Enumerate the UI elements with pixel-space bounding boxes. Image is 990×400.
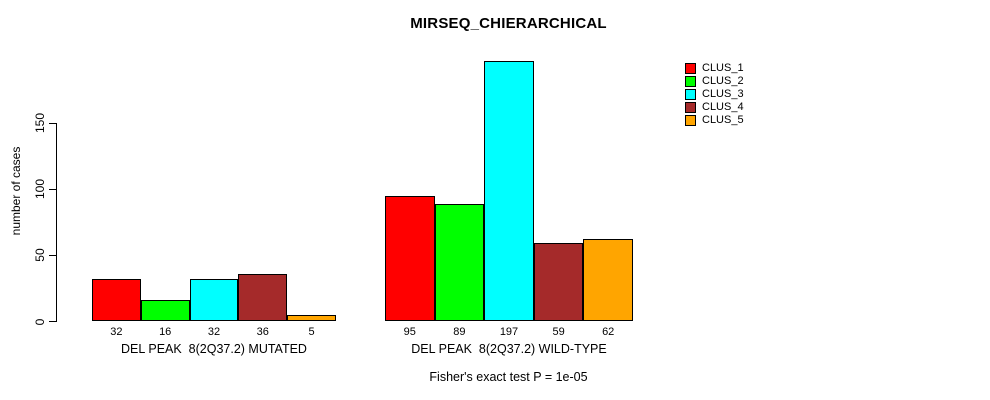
y-tick-mark — [49, 321, 56, 322]
y-tick-label: 150 — [33, 112, 47, 134]
bar-value-label: 89 — [453, 326, 466, 338]
legend-swatch — [685, 76, 696, 87]
bar-value-label: 32 — [110, 326, 123, 338]
bar — [385, 195, 435, 322]
bar — [434, 203, 485, 322]
bar-value-label: 59 — [552, 326, 565, 338]
bar-value-label: 62 — [602, 326, 615, 338]
bar-value-label: 5 — [308, 326, 315, 338]
bar-value-label: 32 — [207, 326, 221, 338]
legend-item: CLUS_5 — [685, 114, 744, 127]
legend-label: CLUS_4 — [702, 101, 744, 113]
bar — [189, 279, 239, 322]
legend-item: CLUS_2 — [685, 75, 744, 88]
legend-swatch — [685, 89, 696, 100]
bar — [92, 279, 141, 322]
category-label: DEL PEAK 8(2Q37.2) MUTATED — [121, 342, 307, 356]
bar-value-label: 197 — [499, 326, 519, 338]
y-tick-label: 0 — [33, 318, 47, 325]
bar-value-label: 36 — [256, 326, 269, 338]
y-tick-label: 100 — [33, 179, 47, 200]
legend-swatch — [685, 63, 696, 74]
legend-label: CLUS_2 — [702, 75, 744, 87]
legend-item: CLUS_3 — [685, 88, 744, 101]
bar-value-label: 16 — [159, 326, 172, 338]
bar — [533, 243, 584, 322]
chart-title: MIRSEQ_CHIERARCHICAL — [410, 15, 607, 32]
legend-label: CLUS_3 — [702, 88, 744, 100]
bar — [287, 314, 336, 322]
y-tick-mark — [49, 188, 56, 190]
legend-label: CLUS_5 — [702, 114, 744, 126]
legend-label: CLUS_1 — [702, 62, 744, 74]
y-tick-label: 50 — [33, 248, 47, 263]
y-tick-mark — [49, 122, 56, 124]
legend-swatch — [685, 102, 696, 113]
legend-item: CLUS_1 — [685, 62, 744, 75]
legend-item: CLUS_4 — [685, 101, 744, 114]
bar — [484, 60, 534, 322]
bar — [583, 239, 633, 322]
y-tick-mark — [49, 254, 56, 256]
y-axis-line — [56, 123, 57, 322]
y-axis-label: number of cases — [9, 146, 23, 236]
legend: CLUS_1 CLUS_2 CLUS_3 CLUS_4 CLUS_5 — [685, 62, 744, 127]
bar-value-label: 95 — [403, 326, 416, 338]
legend-swatch — [685, 115, 696, 126]
annotation-text: Fisher's exact test P = 1e-05 — [429, 370, 588, 384]
bar — [238, 273, 288, 322]
bar — [140, 300, 190, 322]
category-label: DEL PEAK 8(2Q37.2) WILD-TYPE — [411, 342, 607, 356]
